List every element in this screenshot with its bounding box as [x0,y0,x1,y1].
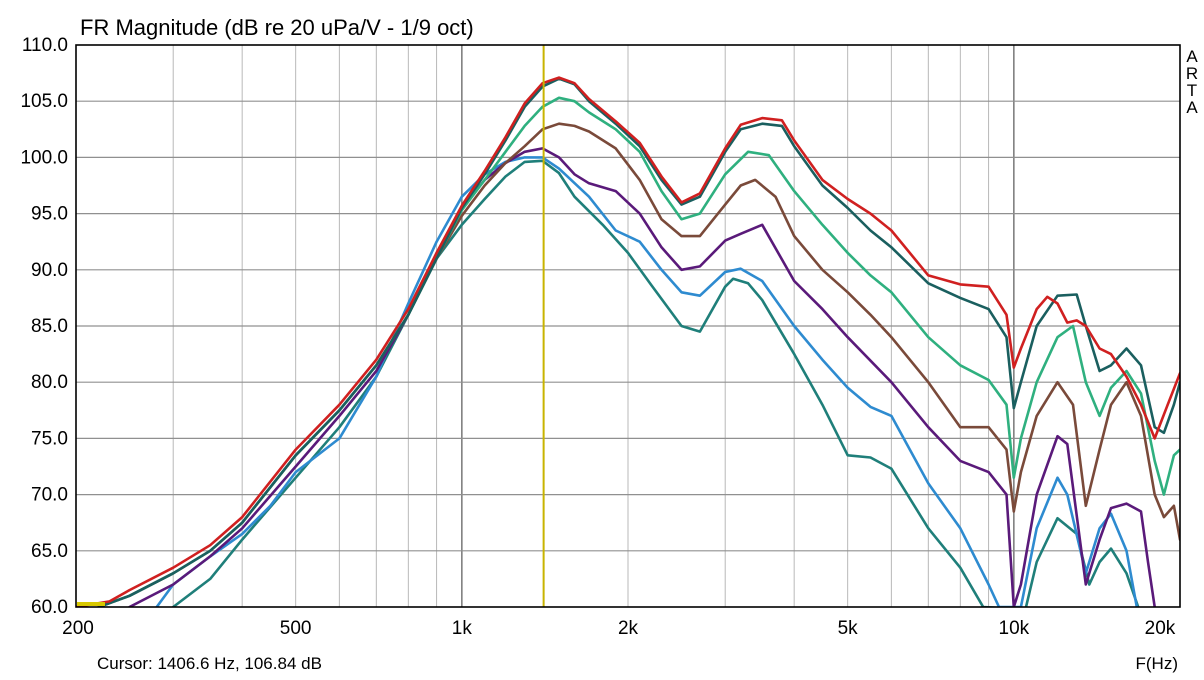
cursor-readout: Cursor: 1406.6 Hz, 106.84 dB [97,654,322,673]
y-tick-label: 90.0 [31,260,68,281]
x-tick-label: 1k [452,618,473,639]
x-tick-label: 2k [618,618,639,639]
y-tick-label: 105.0 [20,91,68,112]
y-tick-label: 100.0 [20,147,68,168]
x-axis-tick-labels: 200 500 1k 2k 5k 10k 20k [62,618,1176,639]
x-tick-label: 10k [999,618,1030,639]
x-tick-label: 500 [280,618,312,639]
x-tick-label: 200 [62,618,94,639]
y-tick-label: 85.0 [31,316,68,337]
watermark-letter: R [1186,64,1198,83]
y-tick-label: 70.0 [31,485,68,506]
baseline-marker [77,602,105,606]
series-line-2 [155,156,1139,607]
x-axis-label: F(Hz) [1136,654,1178,673]
series-line-5 [97,96,1180,607]
y-tick-label: 65.0 [31,541,68,562]
series-line-4 [97,122,1180,607]
x-tick-label: 5k [838,618,859,639]
series-lines [76,76,1180,607]
plot-frame [75,44,1181,608]
y-tick-label: 75.0 [31,428,68,449]
x-tick-label: 20k [1145,618,1176,639]
watermark-letter: A [1186,47,1198,66]
y-axis-tick-labels: 110.0 105.0 100.0 95.0 90.0 85.0 80.0 75.0 70.0 6… [20,35,68,618]
watermark-letter: A [1186,98,1198,117]
y-tick-label: 60.0 [31,597,68,618]
series-line-6 [97,77,1180,607]
watermark-letter: T [1187,81,1197,100]
series-line-3 [128,147,1156,607]
y-tick-label: 80.0 [31,372,68,393]
y-tick-label: 95.0 [31,204,68,225]
y-tick-label: 110.0 [22,35,68,56]
series-line-7 [76,76,1180,607]
chart-title: FR Magnitude (dB re 20 uPa/V - 1/9 oct) [80,15,474,40]
